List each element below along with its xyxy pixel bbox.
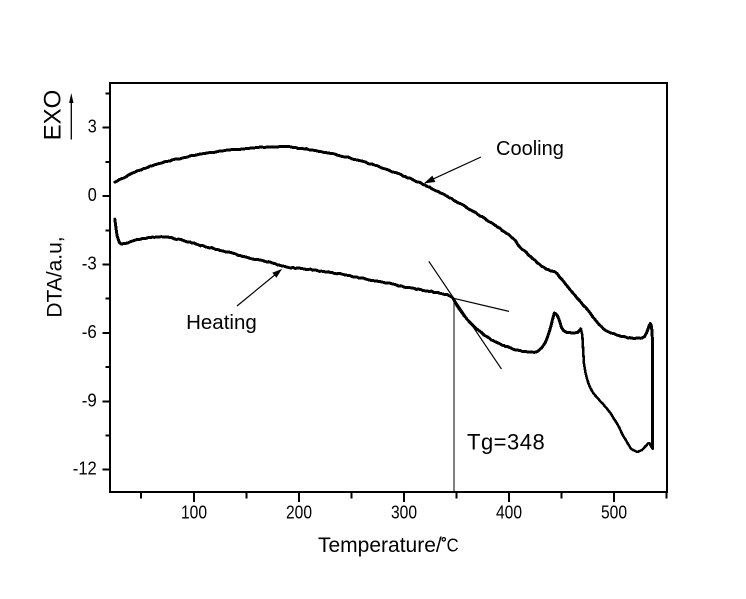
svg-text:200: 200 [286, 503, 312, 523]
svg-text:100: 100 [181, 503, 207, 523]
svg-text:Temperature/: Temperature/ [318, 534, 442, 557]
svg-text:Cooling: Cooling [496, 138, 564, 160]
svg-text:Tg=348: Tg=348 [467, 430, 545, 455]
svg-text:400: 400 [496, 503, 522, 523]
svg-text:-6: -6 [82, 322, 97, 342]
svg-text:500: 500 [601, 503, 627, 523]
svg-text:EXO: EXO [40, 90, 67, 141]
svg-text:C: C [447, 534, 459, 555]
svg-text:3: 3 [88, 117, 97, 137]
svg-text:-3: -3 [82, 254, 97, 274]
svg-text:-9: -9 [82, 390, 97, 410]
svg-text:Heating: Heating [186, 311, 257, 334]
svg-text:300: 300 [391, 503, 417, 523]
svg-text:0: 0 [88, 185, 97, 205]
svg-text:DTA/a.u,: DTA/a.u, [44, 236, 67, 317]
svg-text:-12: -12 [73, 459, 97, 479]
